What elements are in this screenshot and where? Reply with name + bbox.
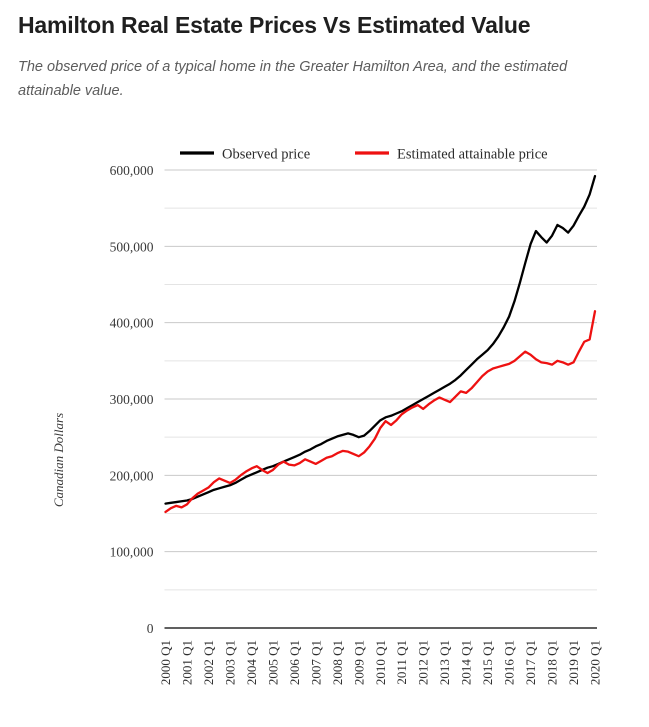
x-axis-tick-label: 2011 Q1 (394, 640, 409, 685)
x-axis-tick-label: 2013 Q1 (437, 640, 452, 685)
series-line-observed-price (164, 174, 597, 505)
y-axis-title: Canadian Dollars (51, 413, 66, 507)
y-axis-tick-label: 600,000 (110, 163, 154, 178)
data-series (164, 174, 597, 514)
x-axis-tick-label: 2014 Q1 (459, 640, 474, 685)
y-axis-tick-label: 0 (147, 621, 154, 636)
x-axis-tick-label: 2005 Q1 (265, 640, 280, 685)
legend-label-observed-price[interactable]: Observed price (222, 147, 310, 163)
x-axis-tick-label: 2009 Q1 (351, 640, 366, 685)
x-axis-tick-label: 2008 Q1 (330, 640, 345, 685)
y-axis-tick-labels: 0 100,000 200,000 300,000 400,000 500,000 600,… (110, 163, 154, 636)
x-axis-tick-label: 2003 Q1 (222, 640, 237, 685)
x-axis-tick-label: 2020 Q1 (588, 640, 603, 685)
x-axis-tick-label: 2004 Q1 (244, 640, 259, 685)
y-axis-tick-label: 100,000 (110, 545, 154, 560)
x-axis-tick-labels: 2000 Q1 2001 Q1 2002 Q1 2003 Q1 2004 Q1 2005 … (158, 640, 603, 685)
x-axis-tick-label: 2016 Q1 (502, 640, 517, 685)
x-axis-tick-label: 2012 Q1 (416, 640, 431, 685)
x-axis-tick-label: 2007 Q1 (308, 640, 323, 685)
x-axis-tick-label: 2018 Q1 (545, 640, 560, 685)
x-axis-tick-label: 2000 Q1 (158, 640, 173, 685)
y-axis-tick-label: 300,000 (110, 392, 154, 407)
x-axis-tick-label: 2002 Q1 (201, 640, 216, 685)
page-title: Hamilton Real Estate Prices Vs Estimated… (18, 12, 531, 38)
series-line-estimated-attainable-price (164, 310, 597, 514)
x-axis-tick-label: 2015 Q1 (480, 640, 495, 685)
y-axis-tick-label: 500,000 (110, 239, 154, 254)
x-axis-tick-label: 2017 Q1 (523, 640, 538, 685)
x-axis-tick-label: 2006 Q1 (287, 640, 302, 685)
legend-label-estimated-attainable-price[interactable]: Estimated attainable price (397, 147, 548, 163)
minor-gridlines (164, 207, 597, 591)
x-axis-tick-label: 2010 Q1 (373, 640, 388, 685)
y-axis-tick-label: 400,000 (110, 316, 154, 331)
chart-legend[interactable]: Observed price Estimated attainable price (180, 147, 548, 163)
page-subtitle: The observed price of a typical home in … (18, 59, 568, 99)
x-axis-tick-label: 2019 Q1 (566, 640, 581, 685)
x-axis-tick-label: 2001 Q1 (179, 640, 194, 685)
major-gridlines (164, 169, 597, 553)
y-axis-tick-label: 200,000 (110, 468, 154, 483)
